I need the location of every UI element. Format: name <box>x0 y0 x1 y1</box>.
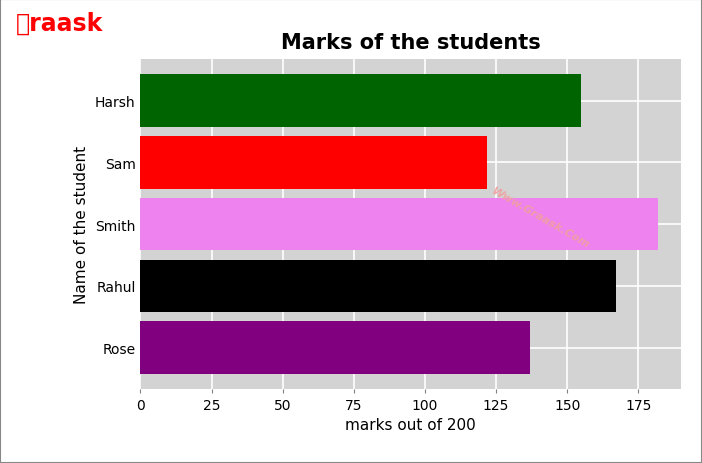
Bar <box>140 75 581 127</box>
Title: Marks of the students: Marks of the students <box>281 33 541 53</box>
Bar <box>140 260 616 313</box>
Bar <box>140 137 487 189</box>
Text: Ⓡraask: Ⓡraask <box>15 12 102 36</box>
Y-axis label: Name of the student: Name of the student <box>74 146 89 303</box>
Text: Www.Graask.Com: Www.Graask.Com <box>489 186 591 250</box>
Bar <box>140 322 530 374</box>
X-axis label: marks out of 200: marks out of 200 <box>345 418 476 432</box>
Bar <box>140 198 658 251</box>
